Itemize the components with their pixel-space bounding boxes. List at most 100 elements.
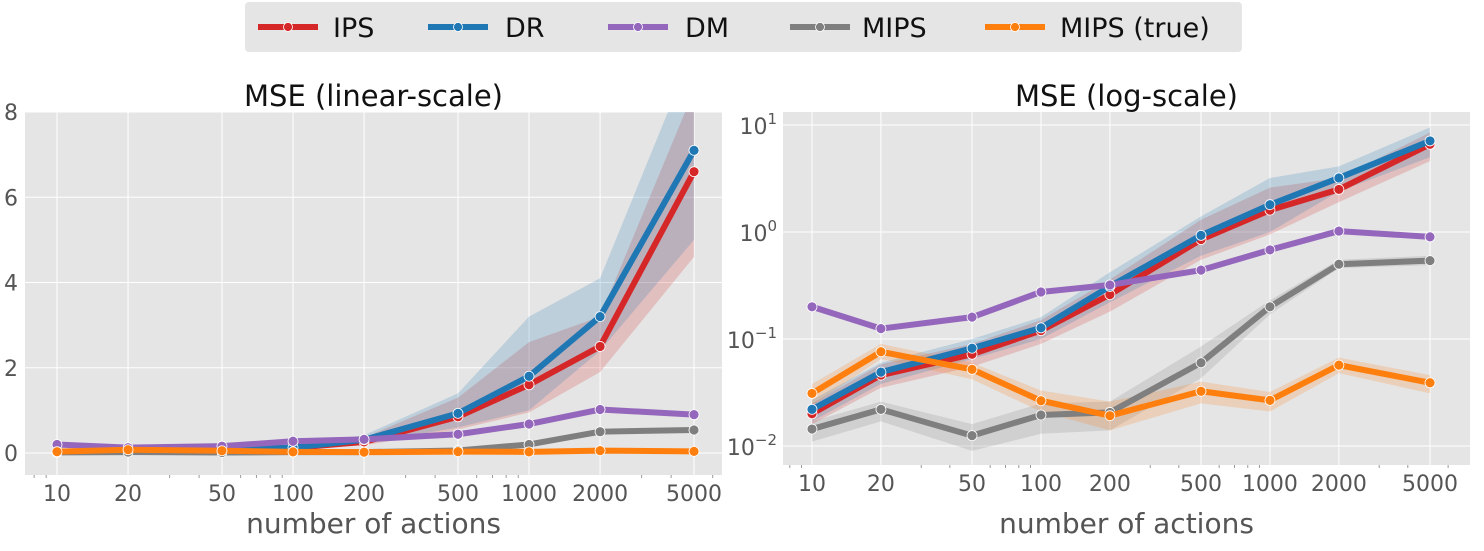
x-tick-label: 10 bbox=[43, 482, 71, 507]
x-tick-label: 20 bbox=[114, 482, 142, 507]
data-point-dm bbox=[1264, 244, 1276, 256]
x-tick-label: 10 bbox=[798, 472, 826, 497]
log-scale-panel: 10 20 50 100 200 500 1000 2000 500010−210−110010… bbox=[727, 79, 1470, 540]
data-point-dm bbox=[358, 433, 370, 445]
data-point-dr bbox=[1035, 322, 1047, 334]
data-point-ips bbox=[688, 166, 700, 178]
data-point-dr bbox=[806, 403, 818, 415]
y-tick-label: 2 bbox=[4, 357, 18, 382]
data-point-mips-true bbox=[806, 388, 818, 399]
x-tick-label: 1000 bbox=[501, 482, 557, 507]
data-point-mips-true bbox=[51, 446, 63, 458]
legend-label-1: DR bbox=[505, 13, 545, 44]
linear-scale-panel: 10 20 50 100 200 500 1000 2000 5000 0 2 4 6 8 MSE (lin… bbox=[4, 79, 722, 540]
data-point-dr bbox=[1264, 199, 1276, 211]
x-tick-label: 500 bbox=[1180, 472, 1222, 497]
x-tick-label: 5000 bbox=[1402, 472, 1458, 497]
data-point-dm bbox=[1424, 231, 1436, 243]
data-point-mips-true bbox=[594, 445, 606, 456]
data-point-dm bbox=[688, 409, 700, 421]
data-point-ips bbox=[1333, 184, 1345, 195]
y-tick-exponent: 0 bbox=[767, 217, 777, 235]
x-tick-label: 2000 bbox=[572, 482, 628, 507]
data-point-mips bbox=[1195, 357, 1207, 369]
y-tick-label: 4 bbox=[4, 272, 18, 297]
y-tick-base: 10 bbox=[727, 329, 755, 354]
data-point-ips bbox=[594, 341, 606, 352]
y-tick-exponent: −1 bbox=[755, 324, 777, 342]
y-tick-base: 10 bbox=[739, 115, 767, 140]
x-tick-label: 200 bbox=[343, 482, 385, 507]
data-point-mips-true bbox=[122, 444, 134, 456]
x-tick-label: 500 bbox=[437, 482, 479, 507]
y-tick-label: 6 bbox=[4, 186, 18, 211]
data-point-dr bbox=[452, 407, 464, 419]
data-point-mips-true bbox=[1195, 385, 1207, 397]
x-tick-label: 50 bbox=[958, 472, 986, 497]
data-point-dm bbox=[966, 311, 978, 323]
data-point-mips-true bbox=[1264, 394, 1276, 406]
data-point-dm bbox=[1035, 286, 1047, 298]
data-point-mips bbox=[1264, 301, 1276, 313]
x-tick-label: 100 bbox=[1020, 472, 1062, 497]
data-point-dm bbox=[594, 404, 606, 415]
data-point-mips bbox=[875, 403, 887, 415]
data-point-mips-true bbox=[875, 346, 887, 358]
data-point-mips bbox=[688, 424, 700, 436]
ci-band-dr bbox=[57, 112, 694, 453]
data-point-dr bbox=[523, 370, 535, 382]
x-tick-label: 200 bbox=[1089, 472, 1131, 497]
data-point-dm bbox=[523, 418, 535, 430]
x-axis-label: number of actions bbox=[999, 507, 1254, 540]
data-point-dm bbox=[875, 323, 887, 335]
data-point-dr bbox=[1424, 135, 1436, 147]
data-point-dr bbox=[1195, 229, 1207, 241]
chart-title: MSE (linear-scale) bbox=[244, 79, 503, 113]
x-tick-label: 20 bbox=[867, 472, 895, 497]
data-point-mips bbox=[594, 426, 606, 438]
legend-marker-1 bbox=[453, 22, 463, 32]
y-tick-base: 10 bbox=[727, 436, 755, 461]
data-point-mips-true bbox=[1035, 395, 1047, 407]
data-point-mips-true bbox=[1424, 377, 1436, 389]
data-point-mips-true bbox=[523, 446, 535, 458]
x-tick-label: 2000 bbox=[1311, 472, 1367, 497]
x-axis-label: number of actions bbox=[246, 507, 501, 540]
data-point-dr bbox=[1333, 172, 1345, 184]
y-tick-label: 10−2 bbox=[727, 431, 777, 461]
legend-label-2: DM bbox=[685, 13, 729, 44]
data-point-dm bbox=[1333, 225, 1345, 237]
legend: IPS DR DM MIPS MIPS (true) bbox=[245, 2, 1242, 52]
data-point-mips bbox=[966, 430, 978, 442]
data-point-dm bbox=[1195, 264, 1207, 276]
data-point-mips bbox=[1424, 255, 1436, 267]
x-tick-label: 1000 bbox=[1242, 472, 1298, 497]
y-tick-base: 10 bbox=[739, 222, 767, 247]
legend-box bbox=[245, 2, 1242, 52]
legend-marker-4 bbox=[1010, 22, 1020, 32]
legend-label-4: MIPS (true) bbox=[1060, 13, 1210, 44]
data-point-mips-true bbox=[1333, 359, 1345, 371]
data-point-dr bbox=[966, 342, 978, 354]
y-tick-exponent: 1 bbox=[767, 110, 777, 128]
legend-marker-2 bbox=[633, 22, 643, 32]
data-point-mips-true bbox=[1104, 410, 1116, 422]
data-point-mips-true bbox=[216, 445, 228, 457]
series-group bbox=[51, 112, 700, 458]
data-point-dm bbox=[452, 428, 464, 440]
data-point-dm bbox=[287, 435, 299, 447]
data-point-dr bbox=[875, 366, 887, 378]
data-point-mips-true bbox=[358, 446, 370, 458]
data-point-mips bbox=[1035, 409, 1047, 421]
data-point-mips-true bbox=[966, 363, 978, 375]
y-tick-label: 8 bbox=[4, 101, 18, 126]
x-tick-label: 50 bbox=[208, 482, 236, 507]
y-tick-exponent: −2 bbox=[755, 431, 777, 449]
y-tick-label: 100 bbox=[739, 217, 777, 247]
data-point-mips-true bbox=[688, 445, 700, 457]
legend-marker-3 bbox=[815, 22, 825, 32]
series-group bbox=[806, 127, 1436, 451]
chart-title: MSE (log-scale) bbox=[1015, 79, 1238, 113]
data-point-dr bbox=[594, 311, 606, 323]
data-point-dr bbox=[688, 144, 700, 156]
